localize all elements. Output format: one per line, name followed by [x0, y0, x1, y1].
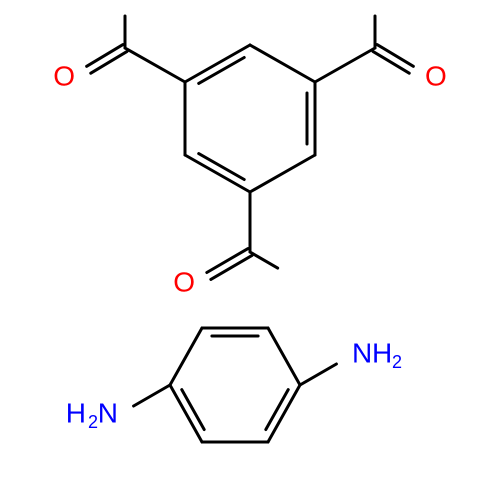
svg-text:2: 2	[88, 412, 98, 432]
svg-text:N: N	[98, 397, 118, 428]
svg-text:O: O	[173, 266, 195, 297]
svg-text:H: H	[66, 397, 86, 428]
molecule-diagram: OOONH2N2H	[0, 0, 500, 500]
svg-text:O: O	[425, 60, 447, 91]
svg-text:H: H	[372, 337, 392, 368]
svg-text:N: N	[352, 337, 372, 368]
svg-text:2: 2	[392, 352, 402, 372]
svg-text:O: O	[53, 60, 75, 91]
